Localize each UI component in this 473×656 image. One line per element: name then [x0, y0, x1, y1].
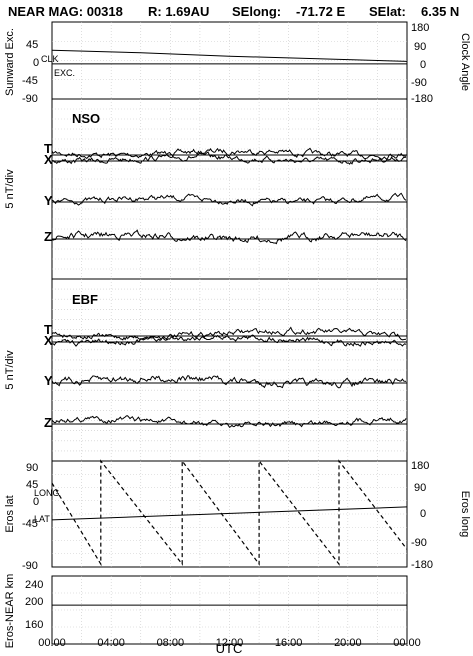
- selong-value: -71.72 E: [296, 4, 345, 19]
- distance-text: R: 1.69AU: [148, 4, 209, 19]
- ebf-t-trace: [51, 326, 407, 341]
- nso-y-trace: [51, 192, 407, 207]
- distance-tick-160: 160: [25, 619, 43, 631]
- distance-tick-200: 200: [25, 596, 43, 608]
- clock-tick-0: 0: [420, 59, 426, 71]
- ebf-channel-z: Z: [44, 415, 52, 430]
- x-tick-6: 00:00: [393, 637, 421, 649]
- series-lat-line: [51, 506, 408, 521]
- eros-long-tick-neg90: -90: [411, 537, 427, 549]
- sunward-tick-neg90: -90: [22, 93, 38, 105]
- x-tick-3: 12:00: [216, 637, 244, 649]
- eros-long-tick-180: 180: [411, 460, 429, 472]
- selat-value: 6.35 N: [421, 4, 459, 19]
- nso-axis-label: 5 nT/div: [4, 169, 16, 209]
- sunward-axis-label: Sunward Exc.: [4, 28, 16, 96]
- clock-tick-neg90: -90: [411, 77, 427, 89]
- eros-long-tick-90: 90: [414, 482, 426, 494]
- x-tick-2: 08:00: [157, 637, 185, 649]
- ebf-channel-y: Y: [44, 373, 53, 388]
- distance-tick-240: 240: [25, 579, 43, 591]
- eros-long-tick-neg180: -180: [411, 559, 433, 571]
- ebf-x-trace: [51, 334, 407, 347]
- selong-label: SElong:: [232, 4, 281, 19]
- data-traces: [51, 49, 408, 606]
- x-tick-0: 00:00: [38, 637, 66, 649]
- eros-lat-tick-neg90: -90: [22, 560, 38, 572]
- long-annotation: LONG: [34, 488, 60, 498]
- ebf-channel-t: T: [44, 322, 52, 337]
- ebf-channel-x: X: [44, 333, 53, 348]
- instrument-title: NEAR MAG: 00318: [8, 4, 123, 19]
- clk-annotation: CLK: [41, 54, 59, 64]
- ebf-panel-label: EBF: [72, 292, 98, 307]
- nso-t-trace: [51, 147, 407, 161]
- lat-annotation: LAT: [34, 514, 50, 524]
- x-tick-1: 04:00: [97, 637, 125, 649]
- nso-panel-label: NSO: [72, 111, 100, 126]
- sunward-tick-0: 0: [33, 57, 39, 69]
- clock-tick-neg180: -180: [411, 93, 433, 105]
- eros-lat-axis-label: Eros lat: [4, 495, 16, 532]
- eros-long-tick-0: 0: [420, 508, 426, 520]
- x-tick-5: 20:00: [334, 637, 362, 649]
- eros-lat-tick-45: 45: [26, 479, 38, 491]
- gridlines: [52, 22, 407, 644]
- nso-channel-y: Y: [44, 193, 53, 208]
- nso-x-trace: [51, 151, 407, 165]
- selat-label: SElat:: [369, 4, 406, 19]
- ebf-y-trace: [51, 375, 407, 389]
- ebf-z-trace: [51, 415, 407, 428]
- nso-channel-x: X: [44, 152, 53, 167]
- clock-axis-label: Clock Angle: [459, 33, 471, 91]
- nso-channel-z: Z: [44, 229, 52, 244]
- nso-z-trace: [51, 229, 407, 245]
- eros-lat-tick-90: 90: [26, 462, 38, 474]
- distance-axis-label: Eros-NEAR km: [4, 574, 16, 649]
- x-tick-4: 16:00: [275, 637, 303, 649]
- exc-annotation: EXC.: [54, 68, 75, 78]
- eros-long-axis-label: Eros long: [459, 491, 471, 537]
- eros-lat-tick-0: 0: [33, 496, 39, 508]
- clock-tick-90: 90: [414, 41, 426, 53]
- series-clk-line: [51, 49, 408, 62]
- sunward-tick-neg45: -45: [22, 75, 38, 87]
- sunward-tick-45: 45: [26, 39, 38, 51]
- x-axis-label: UTC: [216, 641, 243, 656]
- clock-tick-180: 180: [411, 22, 429, 34]
- ebf-axis-label: 5 nT/div: [4, 350, 16, 390]
- nso-channel-t: T: [44, 141, 52, 156]
- eros-lat-tick-neg45: -45: [22, 518, 38, 530]
